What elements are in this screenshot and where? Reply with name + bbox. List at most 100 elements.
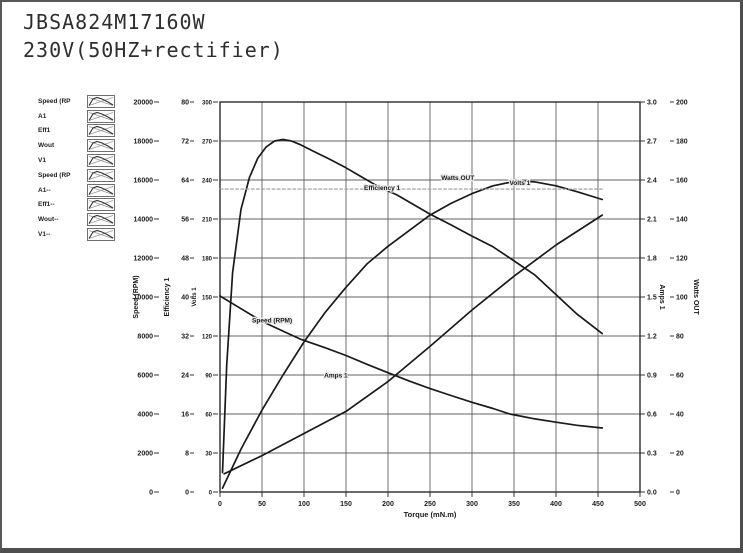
legend-item-label: Eff1 <box>38 127 51 135</box>
svg-text:100: 100 <box>298 501 310 508</box>
svg-text:32: 32 <box>181 333 189 340</box>
svg-text:Volts 1: Volts 1 <box>192 287 198 307</box>
svg-text:250: 250 <box>424 501 436 508</box>
svg-text:Torque (mN.m): Torque (mN.m) <box>404 510 457 519</box>
legend-item-label: A1-- <box>38 186 51 194</box>
svg-text:0: 0 <box>209 490 213 496</box>
legend-item[interactable]: Wout <box>38 138 115 153</box>
svg-text:1.2: 1.2 <box>647 333 657 340</box>
svg-text:200: 200 <box>676 99 688 106</box>
svg-text:56: 56 <box>181 216 189 223</box>
svg-text:8000: 8000 <box>137 333 153 340</box>
svg-text:140: 140 <box>676 216 688 223</box>
svg-text:300: 300 <box>202 100 213 106</box>
curve-thumbnail-icon <box>87 183 115 197</box>
curve-thumbnail-icon <box>87 124 115 138</box>
device-model-title: JBSA824M17160W <box>23 10 206 34</box>
svg-text:72: 72 <box>181 138 189 145</box>
svg-text:2.4: 2.4 <box>647 177 657 184</box>
svg-text:8: 8 <box>185 450 189 457</box>
svg-text:2.1: 2.1 <box>647 216 657 223</box>
svg-text:50: 50 <box>258 501 266 508</box>
svg-text:80: 80 <box>676 333 684 340</box>
legend-item-label: Speed (RP <box>38 171 71 179</box>
svg-text:0.0: 0.0 <box>647 489 657 496</box>
legend-item[interactable]: A1 <box>38 109 115 124</box>
legend-item-label: Wout <box>38 142 55 150</box>
legend-item-label: Speed (RP <box>38 97 71 105</box>
svg-text:24: 24 <box>181 372 189 379</box>
curve-thumbnail-icon <box>87 198 115 212</box>
legend-item[interactable]: Wout-- <box>38 212 115 227</box>
svg-text:60: 60 <box>676 372 684 379</box>
svg-text:120: 120 <box>202 334 213 340</box>
svg-text:350: 350 <box>508 501 520 508</box>
svg-text:16: 16 <box>181 411 189 418</box>
svg-text:1.5: 1.5 <box>647 294 657 301</box>
svg-text:Speed (RPM): Speed (RPM) <box>133 275 140 318</box>
svg-text:150: 150 <box>202 295 213 301</box>
svg-text:18000: 18000 <box>134 138 154 145</box>
svg-text:10000: 10000 <box>134 294 154 301</box>
svg-text:120: 120 <box>676 255 688 262</box>
svg-text:20000: 20000 <box>134 99 154 106</box>
svg-text:210: 210 <box>202 217 213 223</box>
svg-text:450: 450 <box>592 501 604 508</box>
svg-text:0.9: 0.9 <box>647 372 657 379</box>
legend-item[interactable]: Eff1-- <box>38 198 115 213</box>
svg-text:Efficiency 1: Efficiency 1 <box>164 277 171 316</box>
svg-text:2000: 2000 <box>137 450 153 457</box>
svg-text:0: 0 <box>218 501 222 508</box>
svg-text:3.0: 3.0 <box>647 99 657 106</box>
svg-text:180: 180 <box>676 138 688 145</box>
legend-item[interactable]: V1 <box>38 153 115 168</box>
svg-text:80: 80 <box>181 99 189 106</box>
curve-thumbnail-icon <box>87 213 115 227</box>
svg-text:0: 0 <box>676 489 680 496</box>
curve-thumbnail-icon <box>87 139 115 153</box>
svg-text:12000: 12000 <box>134 255 154 262</box>
svg-text:300: 300 <box>466 501 478 508</box>
svg-text:20: 20 <box>676 450 684 457</box>
svg-text:6000: 6000 <box>137 372 153 379</box>
svg-text:40: 40 <box>676 411 684 418</box>
svg-text:400: 400 <box>550 501 562 508</box>
title-block: JBSA824M17160W 230V(50HZ+rectifier) <box>23 8 284 64</box>
svg-text:Amps 1: Amps 1 <box>658 284 665 309</box>
legend-item[interactable]: Eff1 <box>38 124 115 139</box>
svg-text:90: 90 <box>205 373 212 379</box>
svg-text:0: 0 <box>185 489 189 496</box>
svg-text:Watts OUT: Watts OUT <box>692 279 699 315</box>
svg-text:180: 180 <box>202 256 213 262</box>
svg-text:0.6: 0.6 <box>647 411 657 418</box>
legend-item-label: Eff1-- <box>38 201 55 209</box>
svg-text:160: 160 <box>676 177 688 184</box>
svg-text:16000: 16000 <box>134 177 154 184</box>
legend-item[interactable]: Speed (RP <box>38 168 115 183</box>
svg-text:0.3: 0.3 <box>647 450 657 457</box>
curve-thumbnail-icon <box>87 109 115 123</box>
legend-item[interactable]: A1-- <box>38 183 115 198</box>
svg-text:150: 150 <box>340 501 352 508</box>
curve-thumbnail-icon <box>87 154 115 168</box>
legend-item[interactable]: Speed (RP <box>38 94 115 109</box>
svg-text:1.8: 1.8 <box>647 255 657 262</box>
svg-text:14000: 14000 <box>134 216 154 223</box>
legend-item-label: V1-- <box>38 231 51 239</box>
svg-text:270: 270 <box>202 139 213 145</box>
svg-text:100: 100 <box>676 294 688 301</box>
svg-text:48: 48 <box>181 255 189 262</box>
svg-text:240: 240 <box>202 178 213 184</box>
svg-text:200: 200 <box>382 501 394 508</box>
svg-text:30: 30 <box>205 451 212 457</box>
legend-item[interactable]: V1-- <box>38 227 115 242</box>
svg-text:Amps 1: Amps 1 <box>324 373 348 380</box>
legend-item-label: A1 <box>38 112 47 120</box>
legend-item-label: V1 <box>38 157 46 165</box>
device-voltage-subtitle: 230V(50HZ+rectifier) <box>23 38 284 62</box>
curve-thumbnail-icon <box>87 94 115 108</box>
svg-text:500: 500 <box>634 501 646 508</box>
legend-item-label: Wout-- <box>38 216 59 224</box>
